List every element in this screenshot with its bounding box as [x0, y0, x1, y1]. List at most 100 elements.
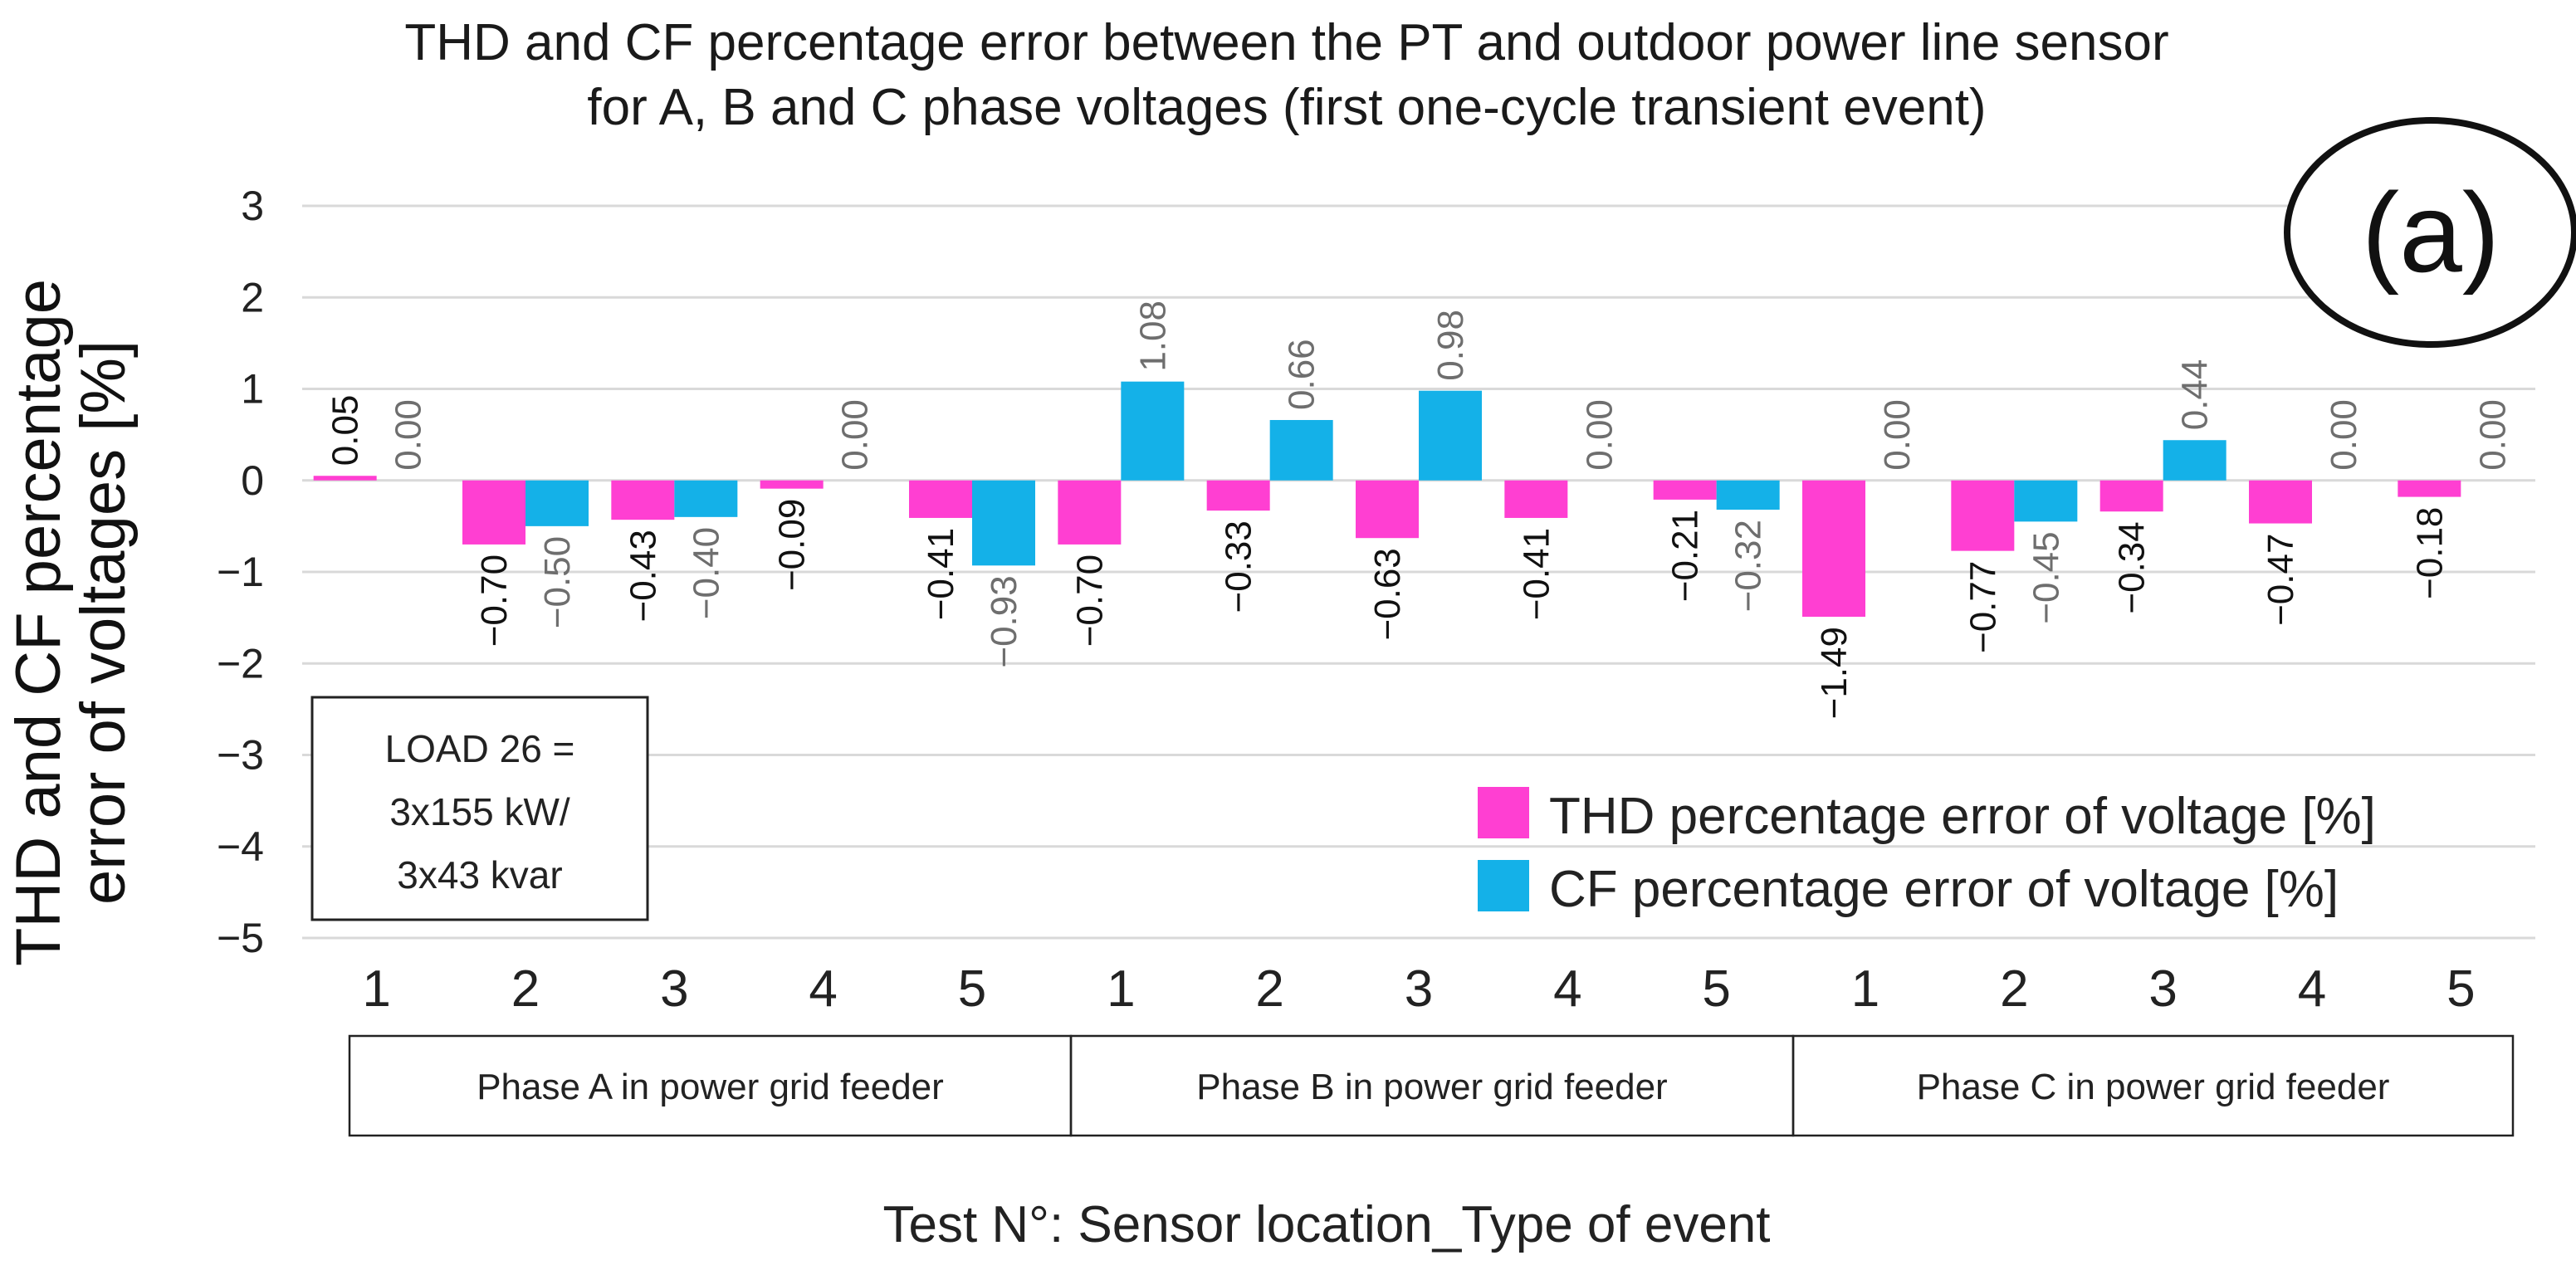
- data-labels: 0.05 −0.70 −0.43 −0.09 −0.41 −0.70 −0.33 −0.63 −…: [325, 300, 2514, 719]
- data-label-cf: 1.08: [1132, 300, 1173, 372]
- x-tick-label: 1: [1107, 960, 1135, 1018]
- bar-thd: [1058, 480, 1122, 545]
- y-axis-ticks: −5 −4 −3 −2 −1 0 1 2 3: [217, 183, 264, 961]
- group-label: Phase A in power grid feeder: [477, 1067, 944, 1107]
- x-tick-label: 1: [1851, 960, 1879, 1018]
- data-label-thd: −0.33: [1219, 520, 1259, 613]
- legend-label-thd: THD percentage error of voltage [%]: [1549, 788, 2376, 845]
- bar-thd: [1356, 480, 1419, 539]
- group-cell: [1791, 1034, 2515, 1137]
- load-annotation: LOAD 26 = 3x155 kW/ 3x43 kvar: [310, 696, 649, 921]
- y-tick-label: 0: [241, 457, 264, 504]
- data-label-cf: −0.40: [686, 527, 726, 619]
- data-label-cf: −0.50: [537, 536, 578, 628]
- y-tick-label: 2: [241, 274, 264, 320]
- data-label-cf: 0.00: [2472, 399, 2513, 471]
- data-label-thd: −0.47: [2261, 534, 2301, 626]
- data-label-thd: −0.70: [474, 554, 515, 647]
- data-label-cf: −0.45: [2026, 531, 2066, 623]
- bar-thd: [1951, 480, 2015, 551]
- bar-thd: [2249, 480, 2312, 524]
- data-label-thd: −0.41: [921, 528, 961, 620]
- bar-cf: [1419, 390, 1482, 481]
- x-tick-label: 4: [809, 960, 837, 1018]
- bar-thd: [909, 480, 972, 518]
- data-label-cf: 0.00: [2324, 399, 2364, 471]
- x-tick-label: 2: [2000, 960, 2028, 1018]
- y-axis-label-line-2: error of voltages [%]: [68, 340, 139, 905]
- bar-cf: [2163, 440, 2227, 481]
- bar-cf: [525, 480, 589, 526]
- bar-cf: [1269, 419, 1333, 481]
- y-tick-label: −3: [217, 732, 264, 779]
- x-tick-label: 3: [660, 960, 688, 1018]
- x-axis-ticks: 1 2 3 4 5 1 2 3 4 5 1 2 3 4 5: [362, 960, 2475, 1018]
- legend-swatch-thd: [1478, 787, 1529, 838]
- data-label-thd: −0.77: [1963, 561, 2003, 653]
- y-axis-label-line-1: THD and CF percentage: [3, 279, 74, 966]
- load-annotation-line-3: 3x43 kvar: [397, 853, 562, 896]
- group-label: Phase B in power grid feeder: [1196, 1067, 1667, 1107]
- chart-title-line-2: for A, B and C phase voltages (first one…: [587, 79, 1986, 136]
- figure-badge: (a): [2284, 117, 2576, 348]
- legend: THD percentage error of voltage [%] CF p…: [1478, 787, 2376, 918]
- bars: [313, 381, 2461, 618]
- bar-thd: [1504, 480, 1568, 518]
- data-label-thd: −0.34: [2112, 521, 2153, 613]
- legend-label-cf: CF percentage error of voltage [%]: [1549, 861, 2339, 918]
- x-tick-label: 2: [511, 960, 540, 1018]
- legend-swatch-cf: [1478, 860, 1529, 911]
- chart-title-line-1: THD and CF percentage error between the …: [404, 14, 2168, 71]
- data-label-thd: −0.09: [772, 499, 813, 591]
- y-tick-label: −1: [217, 549, 264, 595]
- bar-cf: [2014, 480, 2078, 522]
- data-label-cf: −0.32: [1728, 520, 1769, 612]
- bar-thd: [760, 480, 824, 489]
- data-label-thd: −0.43: [623, 530, 663, 622]
- bar-cf: [1716, 480, 1780, 510]
- x-tick-label: 3: [1405, 960, 1433, 1018]
- bar-thd: [1653, 480, 1717, 500]
- x-tick-label: 1: [362, 960, 390, 1018]
- data-label-thd: −0.63: [1367, 548, 1408, 640]
- data-label-cf: 0.00: [1579, 399, 1620, 471]
- load-annotation-box: [310, 696, 649, 921]
- data-label-thd: 0.05: [325, 395, 366, 467]
- data-label-cf: 0.66: [1282, 339, 1322, 410]
- data-label-thd: −0.18: [2409, 507, 2450, 599]
- data-label-thd: −0.70: [1069, 554, 1110, 647]
- data-label-cf: 0.98: [1430, 310, 1471, 381]
- group-table: Phase A in power grid feeder Phase B in p…: [348, 1034, 2515, 1137]
- y-axis-label: THD and CF percentage error of voltages …: [3, 279, 139, 966]
- data-label-cf: 0.00: [835, 399, 876, 471]
- bar-cf: [674, 480, 738, 517]
- x-tick-label: 5: [2446, 960, 2475, 1018]
- x-tick-label: 4: [2298, 960, 2326, 1018]
- bar-thd: [611, 480, 675, 520]
- x-tick-label: 5: [1702, 960, 1730, 1018]
- data-label-cf: 0.00: [1877, 399, 1918, 471]
- x-tick-label: 3: [2148, 960, 2177, 1018]
- bar-thd: [1802, 480, 1865, 618]
- y-tick-label: −2: [217, 640, 264, 686]
- badge-ellipse: [2284, 117, 2576, 348]
- x-axis-label: Test N°: Sensor location_Type of event: [882, 1196, 1770, 1253]
- data-label-thd: −1.49: [1814, 627, 1855, 719]
- bar-thd: [1206, 480, 1270, 511]
- load-annotation-line-2: 3x155 kW/: [389, 790, 570, 833]
- bar-thd: [2398, 480, 2461, 497]
- y-tick-label: 1: [241, 366, 264, 413]
- bar-cf: [972, 480, 1035, 566]
- data-label-cf: 0.00: [389, 399, 429, 471]
- badge-text: (a): [2362, 169, 2500, 296]
- data-label-thd: −0.41: [1516, 528, 1557, 620]
- x-tick-label: 5: [958, 960, 986, 1018]
- data-label-cf: −0.93: [984, 575, 1024, 667]
- load-annotation-line-1: LOAD 26 =: [385, 727, 575, 770]
- bar-thd: [2099, 480, 2163, 512]
- bar-thd: [462, 480, 525, 545]
- bar-thd: [313, 476, 377, 481]
- y-tick-label: 3: [241, 183, 264, 229]
- group-label: Phase C in power grid feeder: [1917, 1067, 2390, 1107]
